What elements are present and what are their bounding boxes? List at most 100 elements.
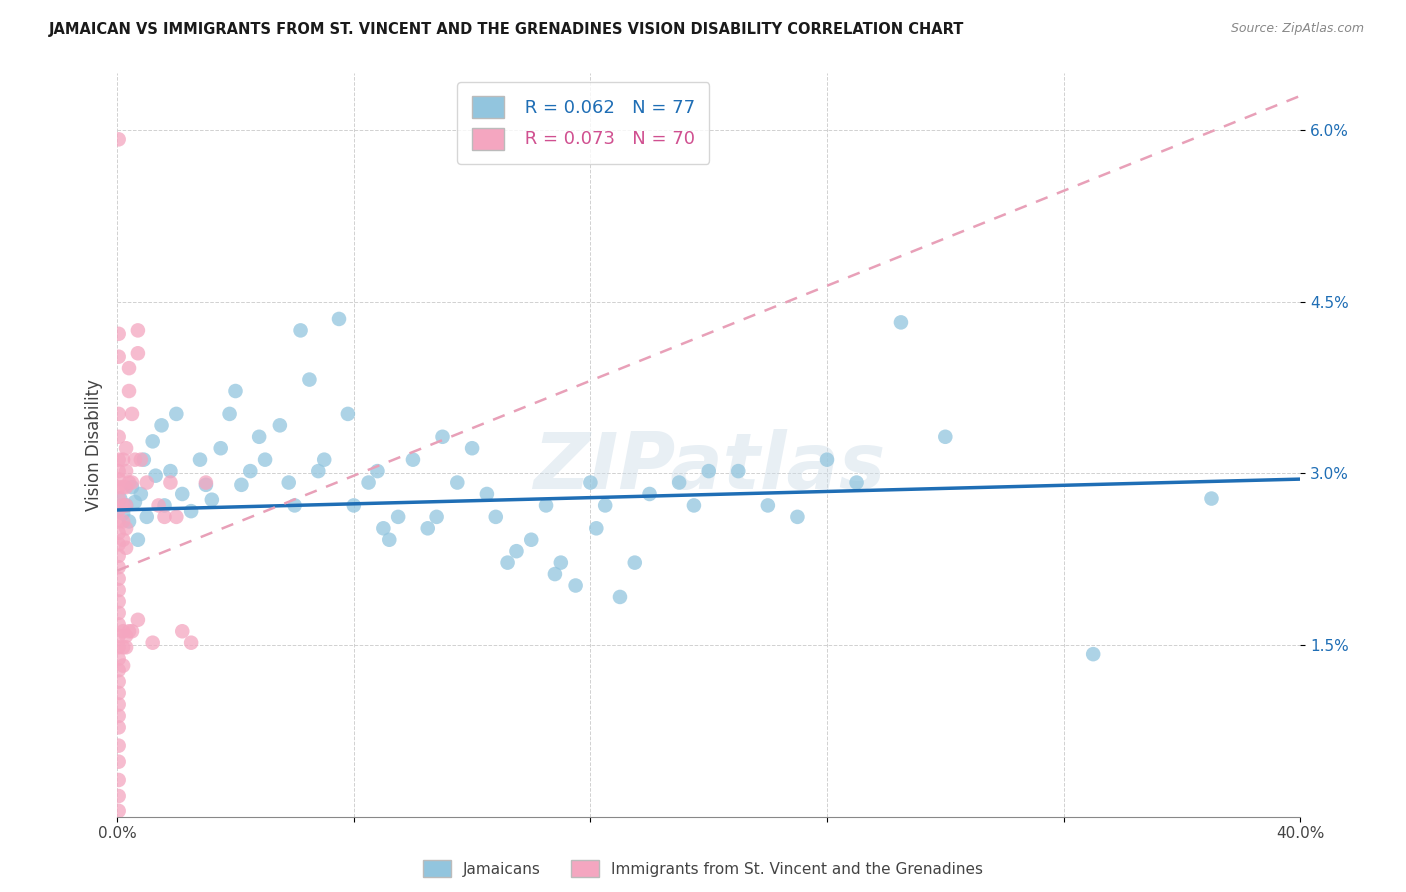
Point bbox=[107, 651, 129, 665]
Legend:  R = 0.062   N = 77,  R = 0.073   N = 70: R = 0.062 N = 77, R = 0.073 N = 70 bbox=[457, 82, 710, 164]
Point bbox=[357, 475, 380, 490]
Point bbox=[118, 361, 141, 376]
Point bbox=[115, 640, 138, 655]
Point bbox=[165, 407, 187, 421]
Point bbox=[284, 499, 307, 513]
Point bbox=[115, 521, 138, 535]
Point bbox=[475, 487, 498, 501]
Point bbox=[172, 624, 194, 639]
Point bbox=[343, 499, 366, 513]
Point bbox=[277, 475, 299, 490]
Point bbox=[112, 515, 135, 529]
Point bbox=[129, 452, 152, 467]
Point bbox=[107, 430, 129, 444]
Point bbox=[254, 452, 277, 467]
Point bbox=[118, 384, 141, 398]
Point bbox=[112, 480, 135, 494]
Point bbox=[593, 499, 616, 513]
Point bbox=[108, 491, 131, 506]
Point bbox=[115, 480, 138, 494]
Point bbox=[194, 478, 217, 492]
Point bbox=[638, 487, 661, 501]
Point bbox=[150, 418, 173, 433]
Point bbox=[127, 346, 149, 360]
Point bbox=[505, 544, 527, 558]
Point bbox=[815, 452, 838, 467]
Text: JAMAICAN VS IMMIGRANTS FROM ST. VINCENT AND THE GRENADINES VISION DISABILITY COR: JAMAICAN VS IMMIGRANTS FROM ST. VINCENT … bbox=[49, 22, 965, 37]
Point bbox=[446, 475, 468, 490]
Point bbox=[127, 323, 149, 337]
Point bbox=[845, 475, 868, 490]
Point bbox=[269, 418, 291, 433]
Point bbox=[127, 533, 149, 547]
Point bbox=[112, 624, 135, 639]
Point bbox=[579, 475, 602, 490]
Point bbox=[247, 430, 270, 444]
Point bbox=[314, 452, 336, 467]
Point bbox=[107, 583, 129, 598]
Point bbox=[115, 629, 138, 643]
Point bbox=[402, 452, 425, 467]
Point bbox=[107, 132, 129, 146]
Point bbox=[107, 452, 129, 467]
Point bbox=[496, 556, 519, 570]
Point bbox=[697, 464, 720, 478]
Point bbox=[107, 549, 129, 563]
Point bbox=[461, 441, 484, 455]
Point bbox=[165, 509, 187, 524]
Point bbox=[148, 499, 170, 513]
Point bbox=[112, 658, 135, 673]
Point bbox=[115, 499, 138, 513]
Point bbox=[378, 533, 401, 547]
Point bbox=[180, 636, 202, 650]
Point bbox=[180, 504, 202, 518]
Point bbox=[132, 452, 155, 467]
Point bbox=[124, 495, 146, 509]
Point bbox=[142, 636, 165, 650]
Legend: Jamaicans, Immigrants from St. Vincent and the Grenadines: Jamaicans, Immigrants from St. Vincent a… bbox=[415, 853, 991, 884]
Point bbox=[135, 475, 157, 490]
Point bbox=[328, 312, 350, 326]
Point bbox=[107, 594, 129, 608]
Point bbox=[153, 509, 176, 524]
Point bbox=[307, 464, 329, 478]
Point bbox=[336, 407, 359, 421]
Point bbox=[145, 468, 167, 483]
Point bbox=[485, 509, 508, 524]
Point bbox=[159, 464, 181, 478]
Point bbox=[239, 464, 262, 478]
Point bbox=[201, 492, 224, 507]
Point bbox=[115, 541, 138, 555]
Point bbox=[1083, 647, 1105, 661]
Point bbox=[890, 315, 912, 329]
Point bbox=[121, 475, 143, 490]
Point bbox=[107, 464, 129, 478]
Point bbox=[564, 578, 586, 592]
Point bbox=[544, 567, 567, 582]
Point bbox=[107, 525, 129, 540]
Point bbox=[224, 384, 246, 398]
Point bbox=[107, 698, 129, 712]
Point bbox=[366, 464, 388, 478]
Point bbox=[107, 789, 129, 803]
Point bbox=[683, 499, 706, 513]
Point bbox=[727, 464, 749, 478]
Text: Source: ZipAtlas.com: Source: ZipAtlas.com bbox=[1230, 22, 1364, 36]
Point bbox=[934, 430, 956, 444]
Point bbox=[107, 804, 129, 818]
Point bbox=[416, 521, 439, 535]
Point bbox=[231, 478, 253, 492]
Point bbox=[121, 480, 143, 494]
Point bbox=[112, 499, 135, 513]
Point bbox=[107, 606, 129, 620]
Point bbox=[172, 487, 194, 501]
Point bbox=[107, 772, 129, 787]
Point bbox=[534, 499, 557, 513]
Point bbox=[115, 441, 138, 455]
Point bbox=[107, 686, 129, 700]
Point bbox=[786, 509, 808, 524]
Point bbox=[1201, 491, 1223, 506]
Point bbox=[107, 560, 129, 574]
Point bbox=[107, 640, 129, 655]
Point bbox=[112, 533, 135, 547]
